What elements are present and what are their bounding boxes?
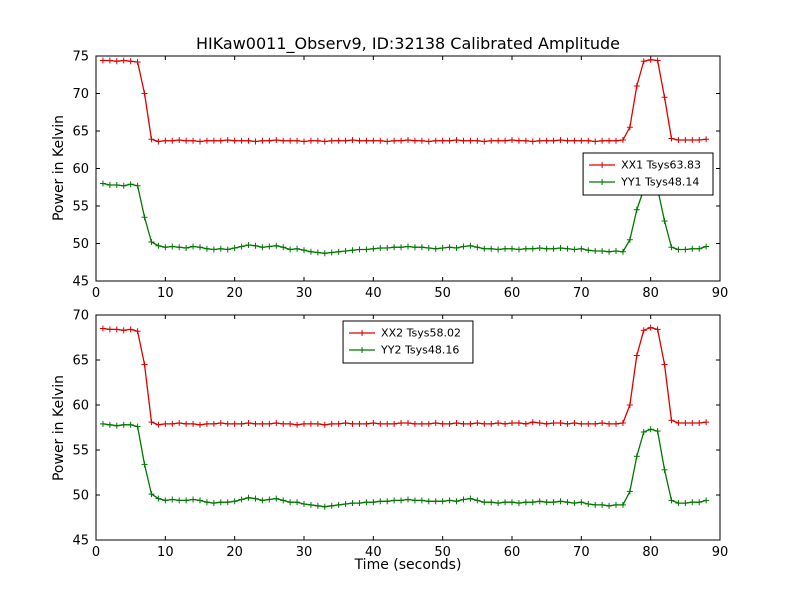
chart-title: HIKaw0011_Observ9, ID:32138 Calibrated A… [195,34,621,53]
series-XX1 [99,56,710,145]
x-tick-label: 40 [365,545,382,560]
y-tick-label: 60 [72,162,89,177]
x-tick-label: 10 [157,286,174,301]
legend-entry-label: YY2 Tsys48.16 [380,344,459,357]
x-tick-label: 20 [226,286,243,301]
series-YY2 [99,420,710,510]
x-tick-label: 90 [712,286,729,301]
legend-entry-label: XX1 Tsys63.83 [621,159,701,172]
legend: XX2 Tsys58.02 YY2 Tsys48.16 [342,320,474,364]
y-tick-label: 60 [72,399,89,414]
y-tick-label: 50 [72,489,89,504]
subplot-top: 0 10 20 30 40 50 60 70 80 90 45 50 55 60 65 70 75 XX1 Tsy… [72,50,728,302]
y-tick-label: 65 [72,354,89,369]
legend-entry-label: YY1 Tsys48.14 [620,176,699,189]
axes-frame [95,314,721,541]
x-tick-label: 0 [92,545,100,560]
x-tick-label: 80 [642,545,659,560]
xlabel: Time (seconds) [354,557,462,573]
y-tick-label: 55 [72,200,89,215]
x-tick-label: 50 [434,545,451,560]
x-tick-label: 80 [642,286,659,301]
y-tick-label: 70 [72,87,89,102]
y-tick-label: 55 [72,444,89,459]
x-tick-label: 0 [92,286,100,301]
x-tick-label: 70 [573,286,590,301]
y-tick-label: 65 [72,125,89,140]
x-tick-label: 50 [434,286,451,301]
subplot-bottom: 0 10 20 30 40 50 60 70 80 90 45 50 55 60 65 70 XX2 Tsys5… [72,309,728,561]
x-tick-label: 10 [157,545,174,560]
y-tick-label: 75 [72,50,89,65]
y-tick-label: 70 [72,309,89,324]
y-tick-label: 45 [72,534,89,549]
x-tick-label: 20 [226,545,243,560]
x-tick-label: 60 [504,286,521,301]
legend: XX1 Tsys63.83 YY1 Tsys48.14 [582,152,714,196]
x-tick-label: 30 [296,545,313,560]
series-YY1 [99,180,710,257]
x-tick-label: 70 [573,545,590,560]
x-tick-label: 90 [712,545,729,560]
series-XX2 [99,324,710,428]
x-tick-label: 30 [296,286,313,301]
y-tick-label: 50 [72,237,89,252]
x-tick-label: 40 [365,286,382,301]
y-tick-label: 45 [72,275,89,290]
x-tick-label: 60 [504,545,521,560]
legend-entry-label: XX2 Tsys58.02 [381,327,461,340]
